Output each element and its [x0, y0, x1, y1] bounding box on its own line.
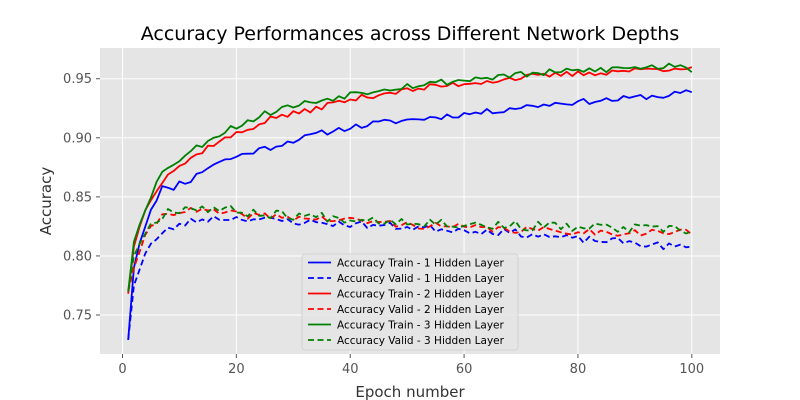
- legend-label: Accuracy Valid - 2 Hidden Layer: [337, 304, 505, 316]
- series-line: [127, 62, 693, 292]
- legend-label: Accuracy Train - 2 Hidden Layer: [337, 288, 505, 300]
- x-tick-label: 60: [456, 362, 473, 377]
- x-tick-label: 20: [228, 362, 245, 377]
- legend-label: Accuracy Valid - 3 Hidden Layer: [337, 335, 505, 347]
- legend-label: Accuracy Train - 1 Hidden Layer: [337, 257, 505, 269]
- x-tick-label: 0: [118, 362, 126, 377]
- y-tick-label: 0.85: [63, 190, 92, 205]
- legend: Accuracy Train - 1 Hidden Layer Accuracy …: [301, 253, 519, 351]
- x-axis-label: Epoch number: [355, 383, 465, 400]
- legend-label: Accuracy Train - 3 Hidden Layer: [337, 319, 505, 331]
- series-line: [127, 66, 693, 294]
- series-line: [127, 205, 693, 292]
- x-tick-label: 100: [679, 362, 704, 377]
- legend-label: Accuracy Valid - 1 Hidden Layer: [337, 273, 505, 285]
- y-tick-label: 0.75: [63, 309, 92, 324]
- x-tick-label: 40: [342, 362, 359, 377]
- y-tick-label: 0.95: [63, 72, 92, 87]
- series-line: [127, 89, 693, 340]
- y-tick-label: 0.80: [63, 249, 92, 264]
- y-axis-label: Accuracy: [37, 167, 55, 236]
- series-line: [127, 215, 692, 340]
- axis-ticks: 0 20 40 60 80 100 0.75 0.80 0.85 0.90 0.95: [63, 72, 704, 377]
- chart-title: Accuracy Performances across Different N…: [141, 23, 680, 45]
- series-layer: [127, 62, 693, 340]
- legend-box: [301, 253, 519, 351]
- x-tick-label: 80: [570, 362, 587, 377]
- y-tick-label: 0.90: [63, 131, 92, 146]
